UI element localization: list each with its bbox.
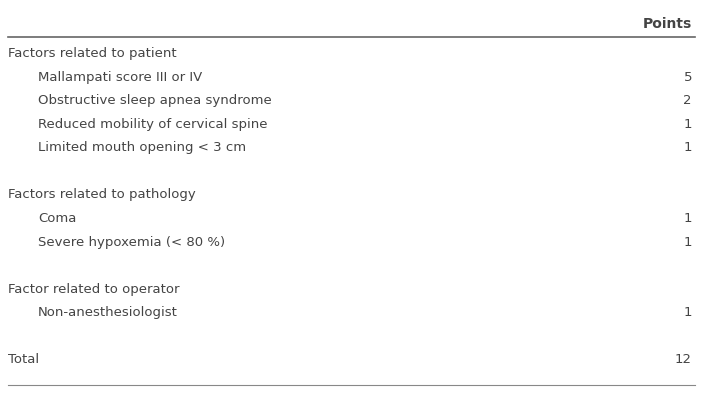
Text: 1: 1 xyxy=(683,212,692,225)
Text: 1: 1 xyxy=(683,306,692,319)
Text: Non-anesthesiologist: Non-anesthesiologist xyxy=(38,306,178,319)
Text: Factors related to pathology: Factors related to pathology xyxy=(8,188,195,201)
Text: 1: 1 xyxy=(683,141,692,154)
Text: 2: 2 xyxy=(683,94,692,107)
Text: Points: Points xyxy=(643,17,692,31)
Text: 12: 12 xyxy=(675,354,692,367)
Text: Severe hypoxemia (< 80 %): Severe hypoxemia (< 80 %) xyxy=(38,235,225,248)
Text: 1: 1 xyxy=(683,235,692,248)
Text: 5: 5 xyxy=(683,71,692,84)
Text: Factors related to patient: Factors related to patient xyxy=(8,47,176,60)
Text: Coma: Coma xyxy=(38,212,77,225)
Text: Factor related to operator: Factor related to operator xyxy=(8,283,179,296)
Text: 1: 1 xyxy=(683,118,692,131)
Text: Obstructive sleep apnea syndrome: Obstructive sleep apnea syndrome xyxy=(38,94,272,107)
Text: Limited mouth opening < 3 cm: Limited mouth opening < 3 cm xyxy=(38,141,246,154)
Text: Reduced mobility of cervical spine: Reduced mobility of cervical spine xyxy=(38,118,268,131)
Text: Mallampati score III or IV: Mallampati score III or IV xyxy=(38,71,202,84)
Text: Total: Total xyxy=(8,354,39,367)
